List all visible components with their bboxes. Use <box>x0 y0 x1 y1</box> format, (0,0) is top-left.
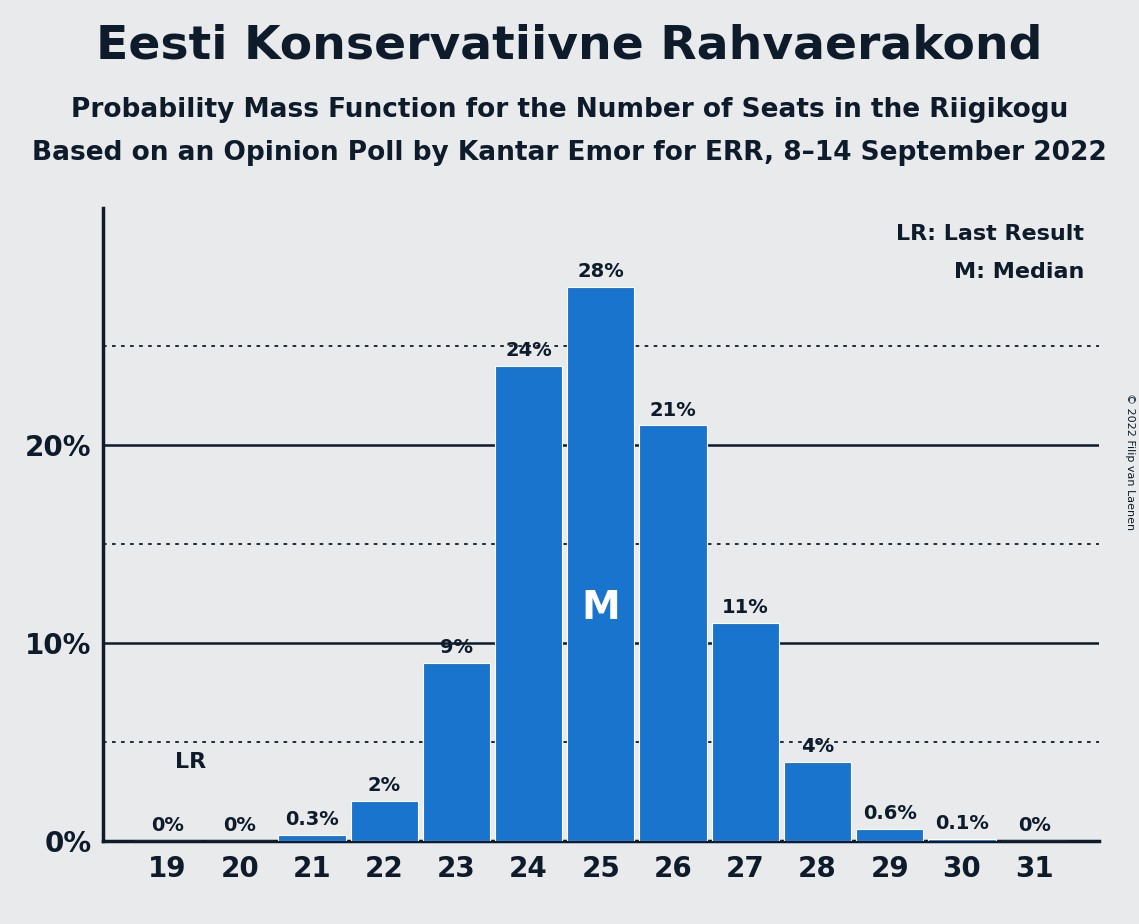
Bar <box>712 624 779 841</box>
Text: 9%: 9% <box>440 638 473 657</box>
Text: 0.6%: 0.6% <box>862 804 917 823</box>
Text: 28%: 28% <box>577 262 624 281</box>
Text: LR: Last Result: LR: Last Result <box>896 224 1084 244</box>
Text: 0%: 0% <box>151 816 183 835</box>
Bar <box>857 829 924 841</box>
Bar <box>495 366 563 841</box>
Text: Based on an Opinion Poll by Kantar Emor for ERR, 8–14 September 2022: Based on an Opinion Poll by Kantar Emor … <box>32 140 1107 166</box>
Text: Eesti Konservatiivne Rahvaerakond: Eesti Konservatiivne Rahvaerakond <box>97 23 1042 68</box>
Bar <box>928 839 995 841</box>
Bar <box>351 801 418 841</box>
Text: 21%: 21% <box>649 400 696 419</box>
Text: 0%: 0% <box>223 816 256 835</box>
Bar <box>784 761 851 841</box>
Bar <box>567 287 634 841</box>
Text: M: Median: M: Median <box>953 261 1084 282</box>
Text: © 2022 Filip van Laenen: © 2022 Filip van Laenen <box>1125 394 1134 530</box>
Text: 0.3%: 0.3% <box>285 810 338 829</box>
Text: 0%: 0% <box>1018 816 1050 835</box>
Text: 11%: 11% <box>722 599 769 617</box>
Bar <box>423 663 490 841</box>
Text: Probability Mass Function for the Number of Seats in the Riigikogu: Probability Mass Function for the Number… <box>71 97 1068 123</box>
Text: LR: LR <box>174 752 206 772</box>
Text: 4%: 4% <box>801 736 834 756</box>
Text: M: M <box>581 590 621 627</box>
Bar <box>278 835 345 841</box>
Bar <box>639 425 706 841</box>
Text: 0.1%: 0.1% <box>935 814 989 833</box>
Text: 2%: 2% <box>368 776 401 796</box>
Text: 24%: 24% <box>506 341 552 360</box>
